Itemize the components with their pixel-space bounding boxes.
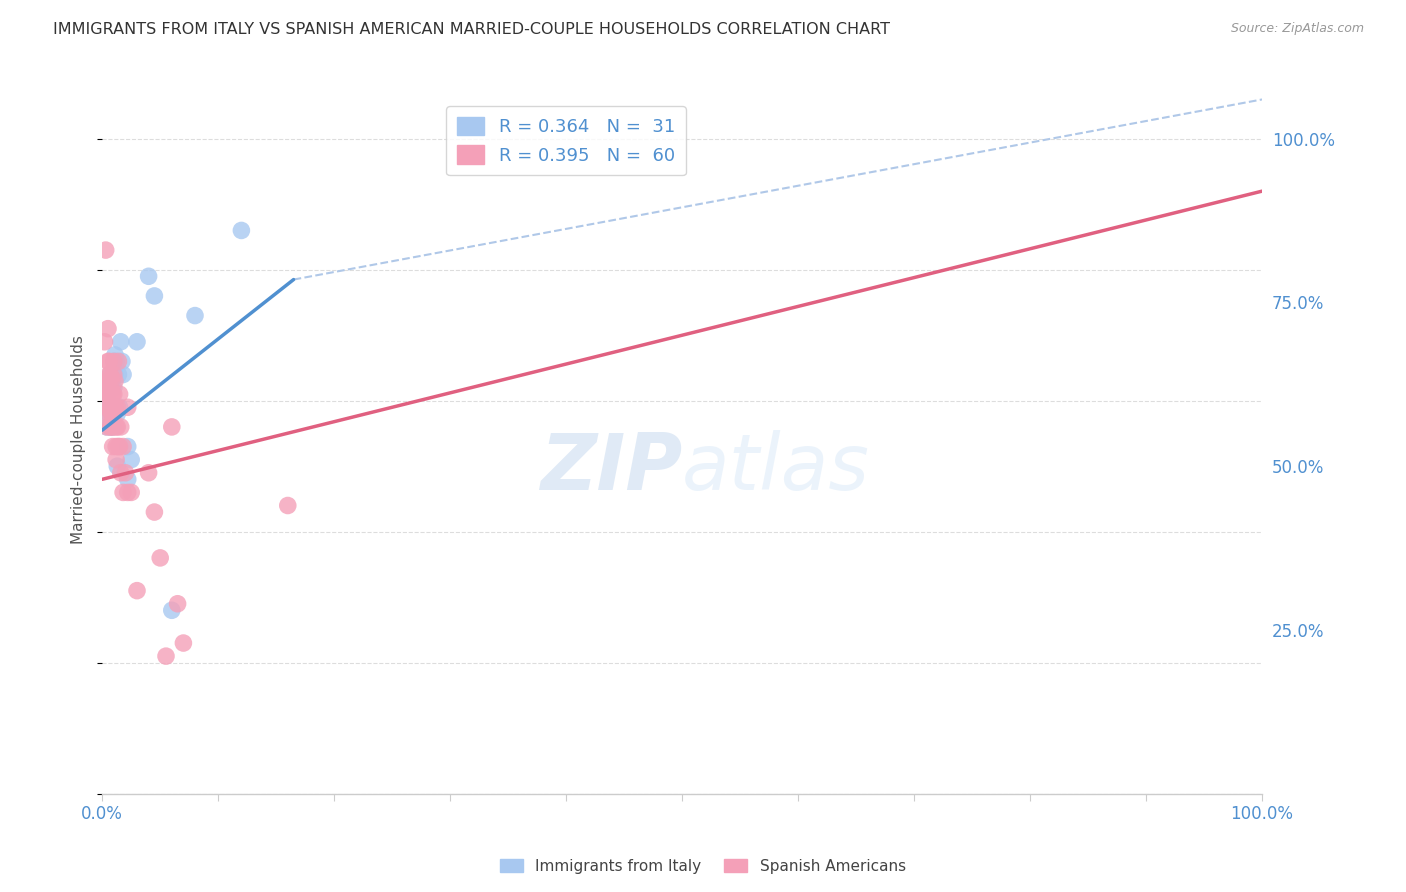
Point	[100, 420, 122, 434]
Point	[98, 368, 121, 382]
Point	[125, 583, 148, 598]
Point	[117, 401, 139, 415]
Point	[110, 334, 132, 349]
Point	[143, 289, 166, 303]
Point	[96, 420, 118, 434]
Point	[97, 321, 120, 335]
Point	[120, 452, 142, 467]
Point	[101, 407, 124, 421]
Point	[96, 387, 118, 401]
Text: ZIP: ZIP	[540, 430, 682, 507]
Point	[166, 597, 188, 611]
Point	[98, 420, 121, 434]
Point	[96, 374, 118, 388]
Point	[110, 466, 132, 480]
Point	[103, 368, 125, 382]
Point	[107, 440, 129, 454]
Point	[101, 413, 124, 427]
Y-axis label: Married-couple Households: Married-couple Households	[72, 335, 86, 544]
Point	[105, 420, 128, 434]
Point	[108, 387, 131, 401]
Point	[120, 485, 142, 500]
Point	[105, 401, 128, 415]
Point	[105, 354, 128, 368]
Point	[143, 505, 166, 519]
Point	[105, 420, 128, 434]
Point	[277, 499, 299, 513]
Point	[117, 440, 139, 454]
Point	[98, 368, 121, 382]
Point	[112, 368, 135, 382]
Point	[184, 309, 207, 323]
Text: IMMIGRANTS FROM ITALY VS SPANISH AMERICAN MARRIED-COUPLE HOUSEHOLDS CORRELATION : IMMIGRANTS FROM ITALY VS SPANISH AMERICA…	[53, 22, 890, 37]
Point	[112, 485, 135, 500]
Point	[101, 387, 124, 401]
Point	[103, 387, 125, 401]
Point	[114, 466, 136, 480]
Point	[231, 223, 253, 237]
Point	[138, 269, 160, 284]
Point	[117, 485, 139, 500]
Point	[103, 401, 125, 415]
Point	[105, 407, 128, 421]
Point	[110, 420, 132, 434]
Point	[101, 420, 124, 434]
Point	[97, 354, 120, 368]
Point	[103, 354, 125, 368]
Point	[104, 368, 127, 382]
Point	[94, 243, 117, 257]
Point	[100, 407, 122, 421]
Point	[98, 401, 121, 415]
Point	[96, 420, 118, 434]
Point	[108, 440, 131, 454]
Point	[98, 420, 121, 434]
Point	[138, 466, 160, 480]
Point	[98, 368, 121, 382]
Point	[101, 440, 124, 454]
Text: atlas: atlas	[682, 430, 870, 507]
Point	[117, 472, 139, 486]
Point	[105, 459, 128, 474]
Point	[104, 374, 127, 388]
Point	[160, 603, 183, 617]
Point	[101, 420, 124, 434]
Point	[100, 387, 122, 401]
Point	[107, 368, 129, 382]
Point	[98, 374, 121, 388]
Point	[125, 334, 148, 349]
Point	[97, 393, 120, 408]
Point	[112, 440, 135, 454]
Point	[104, 401, 127, 415]
Point	[103, 381, 125, 395]
Point	[111, 354, 134, 368]
Point	[93, 334, 115, 349]
Legend: Immigrants from Italy, Spanish Americans: Immigrants from Italy, Spanish Americans	[494, 853, 912, 880]
Point	[100, 374, 122, 388]
Point	[160, 420, 183, 434]
Point	[105, 440, 128, 454]
Point	[97, 374, 120, 388]
Point	[105, 452, 128, 467]
Legend: R = 0.364   N =  31, R = 0.395   N =  60: R = 0.364 N = 31, R = 0.395 N = 60	[447, 106, 686, 176]
Text: Source: ZipAtlas.com: Source: ZipAtlas.com	[1230, 22, 1364, 36]
Point	[107, 354, 129, 368]
Point	[98, 387, 121, 401]
Point	[98, 381, 121, 395]
Point	[96, 401, 118, 415]
Point	[98, 407, 121, 421]
Point	[100, 381, 122, 395]
Point	[98, 387, 121, 401]
Point	[98, 407, 121, 421]
Point	[172, 636, 194, 650]
Point	[149, 550, 172, 565]
Point	[98, 354, 121, 368]
Point	[100, 407, 122, 421]
Point	[100, 401, 122, 415]
Point	[103, 407, 125, 421]
Point	[155, 649, 177, 664]
Point	[104, 348, 127, 362]
Point	[108, 401, 131, 415]
Point	[103, 354, 125, 368]
